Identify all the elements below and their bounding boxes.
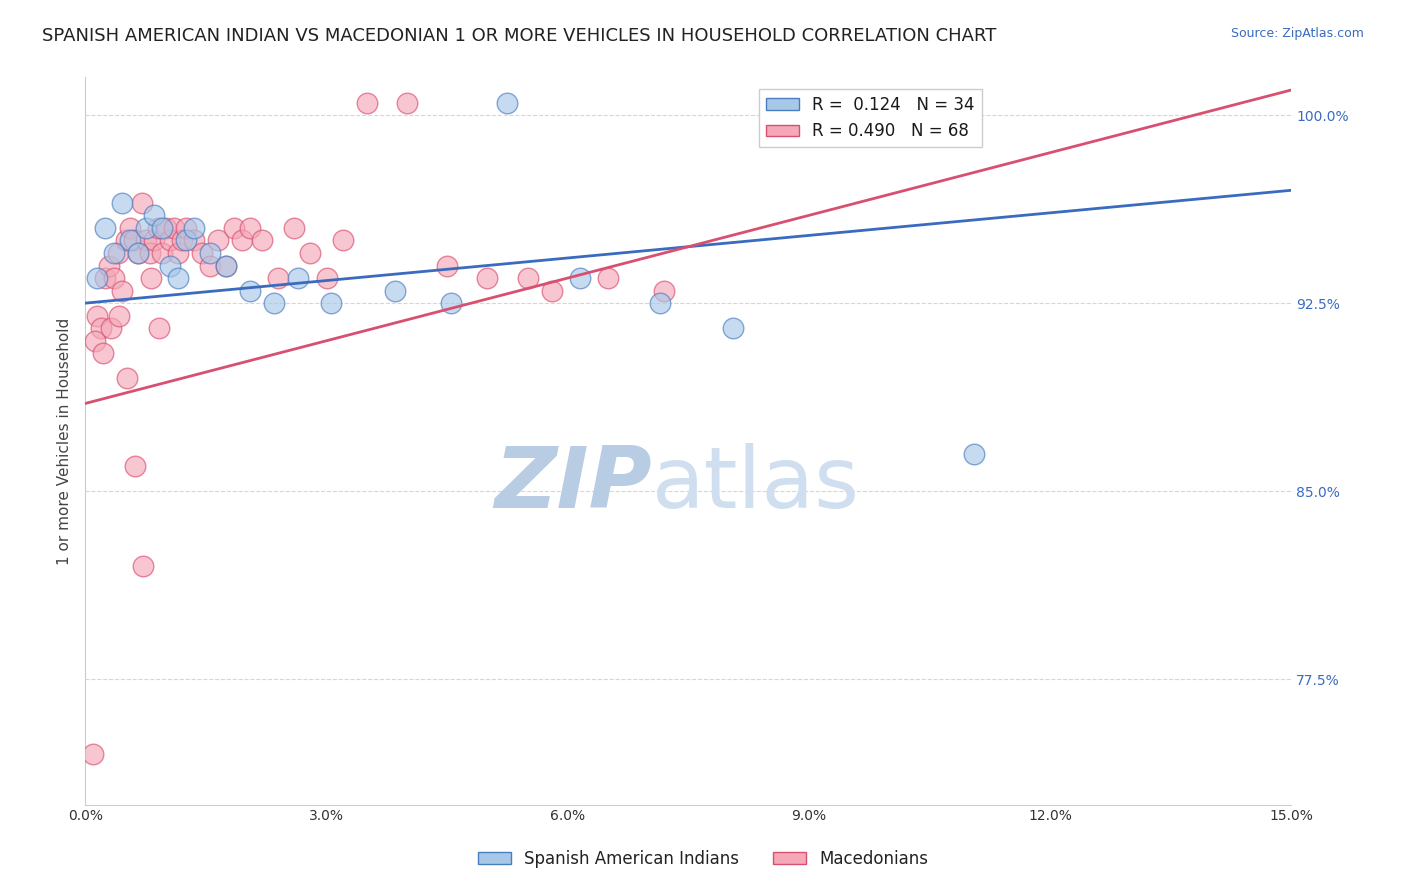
Point	[86, 271, 108, 285]
Point	[94, 271, 117, 285]
Point	[170, 234, 193, 248]
Point	[135, 220, 157, 235]
Point	[107, 246, 129, 260]
Point	[127, 246, 149, 260]
Point	[596, 271, 619, 285]
Text: SPANISH AMERICAN INDIAN VS MACEDONIAN 1 OR MORE VEHICLES IN HOUSEHOLD CORRELATIO: SPANISH AMERICAN INDIAN VS MACEDONIAN 1 …	[42, 27, 997, 45]
Point	[155, 220, 177, 235]
Point	[141, 271, 163, 285]
Legend: Spanish American Indians, Macedonians: Spanish American Indians, Macedonians	[471, 844, 935, 875]
Point	[299, 246, 322, 260]
Point	[224, 220, 246, 235]
Point	[263, 296, 285, 310]
Point	[252, 234, 274, 248]
Point	[122, 234, 145, 248]
Point	[319, 296, 342, 310]
Point	[183, 220, 205, 235]
Point	[127, 246, 149, 260]
Text: ZIP: ZIP	[495, 443, 652, 526]
Point	[652, 284, 675, 298]
Point	[138, 246, 160, 260]
Point	[540, 284, 562, 298]
Point	[90, 321, 112, 335]
Point	[267, 271, 290, 285]
Point	[124, 459, 146, 474]
Point	[91, 346, 114, 360]
Point	[516, 271, 538, 285]
Point	[198, 259, 221, 273]
Point	[135, 234, 157, 248]
Point	[142, 234, 165, 248]
Point	[98, 259, 121, 273]
Point	[283, 220, 305, 235]
Point	[496, 95, 519, 110]
Point	[191, 246, 214, 260]
Point	[174, 234, 197, 248]
Point	[440, 296, 463, 310]
Point	[436, 259, 458, 273]
Point	[103, 246, 125, 260]
Point	[146, 220, 169, 235]
Point	[215, 259, 238, 273]
Point	[115, 371, 138, 385]
Point	[132, 559, 155, 574]
Point	[110, 195, 132, 210]
Point	[86, 309, 108, 323]
Point	[239, 284, 262, 298]
Point	[131, 195, 153, 210]
Point	[148, 321, 170, 335]
Point	[110, 284, 132, 298]
Legend: R =  0.124   N = 34, R = 0.490   N = 68: R = 0.124 N = 34, R = 0.490 N = 68	[759, 89, 981, 147]
Point	[142, 208, 165, 222]
Point	[231, 234, 253, 248]
Point	[82, 747, 104, 762]
Point	[568, 271, 591, 285]
Point	[215, 259, 238, 273]
Point	[384, 284, 406, 298]
Point	[239, 220, 262, 235]
Point	[198, 246, 221, 260]
Point	[150, 220, 173, 235]
Point	[650, 296, 672, 310]
Point	[150, 246, 173, 260]
Point	[108, 309, 131, 323]
Point	[118, 220, 141, 235]
Point	[207, 234, 229, 248]
Point	[118, 234, 141, 248]
Point	[159, 259, 181, 273]
Y-axis label: 1 or more Vehicles in Household: 1 or more Vehicles in Household	[58, 318, 72, 565]
Point	[166, 271, 188, 285]
Point	[103, 271, 125, 285]
Point	[100, 321, 122, 335]
Point	[963, 446, 986, 460]
Point	[166, 246, 188, 260]
Point	[159, 234, 181, 248]
Point	[477, 271, 499, 285]
Point	[315, 271, 337, 285]
Point	[174, 220, 197, 235]
Point	[183, 234, 205, 248]
Point	[163, 220, 186, 235]
Point	[114, 234, 136, 248]
Point	[356, 95, 378, 110]
Point	[84, 334, 107, 348]
Text: Source: ZipAtlas.com: Source: ZipAtlas.com	[1230, 27, 1364, 40]
Point	[94, 220, 117, 235]
Text: atlas: atlas	[652, 443, 860, 526]
Point	[721, 321, 744, 335]
Point	[287, 271, 309, 285]
Point	[332, 234, 354, 248]
Point	[395, 95, 418, 110]
